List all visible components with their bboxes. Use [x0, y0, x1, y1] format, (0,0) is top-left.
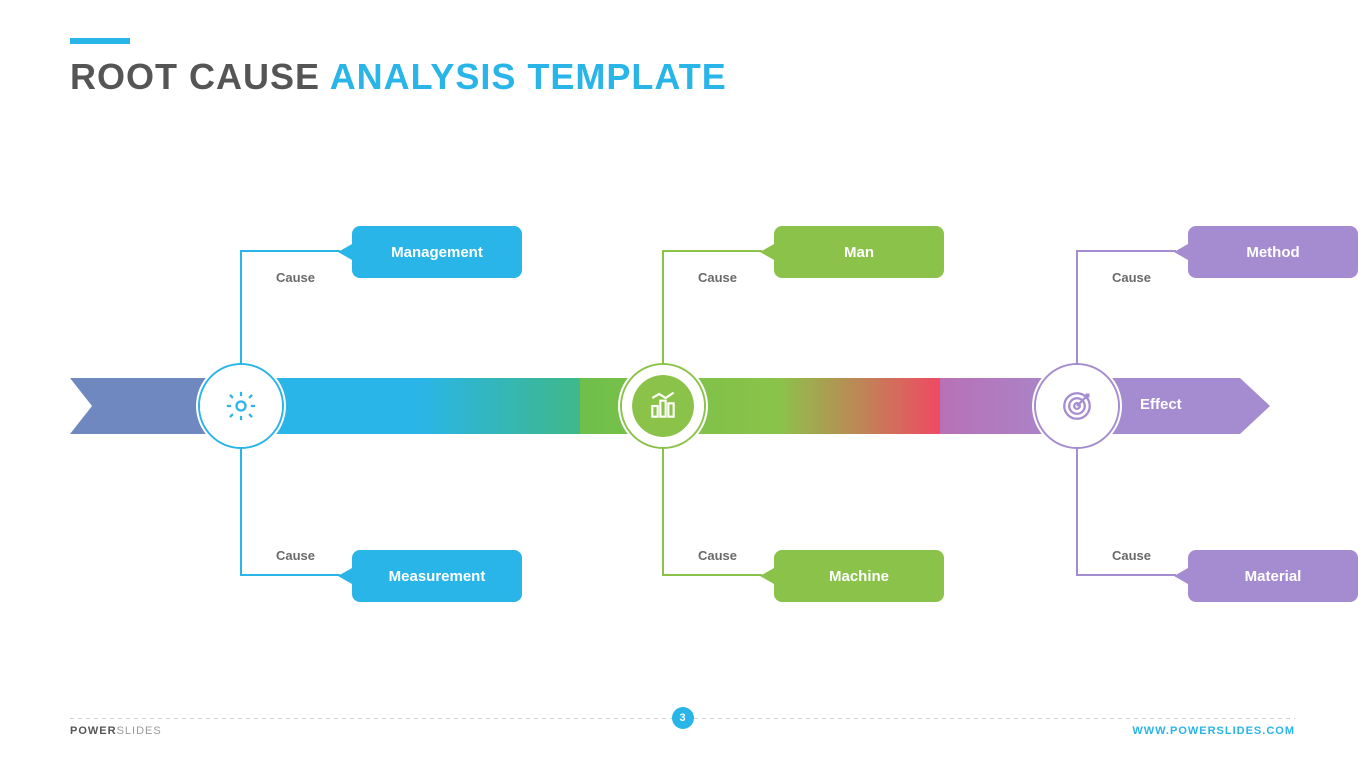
callout-management: Management	[352, 226, 522, 278]
branch-line	[662, 448, 664, 576]
branch-line	[240, 448, 242, 576]
branch-line	[240, 250, 242, 365]
spine-arrowhead	[1240, 378, 1270, 434]
cause-label: Cause	[1112, 270, 1151, 285]
branch-line	[662, 250, 664, 365]
callout-measurement: Measurement	[352, 550, 522, 602]
cause-label: Cause	[276, 548, 315, 563]
footer-brand: POWERSLIDES	[70, 725, 162, 737]
node-method	[1032, 361, 1122, 451]
callout-man: Man	[774, 226, 944, 278]
branch-line	[240, 250, 340, 252]
cause-label: Cause	[698, 548, 737, 563]
cause-label: Cause	[1112, 548, 1151, 563]
footer-url: WWW.POWERSLIDES.COM	[1132, 725, 1295, 737]
footer-brand-light: SLIDES	[117, 725, 162, 737]
title-part1: ROOT CAUSE	[70, 56, 330, 97]
node-management	[196, 361, 286, 451]
branch-line	[1076, 250, 1176, 252]
title-accent-bar	[70, 38, 130, 44]
callout-method: Method	[1188, 226, 1358, 278]
cause-label: Cause	[276, 270, 315, 285]
slide-title: ROOT CAUSE ANALYSIS TEMPLATE	[70, 56, 727, 98]
node-man	[618, 361, 708, 451]
branch-line	[240, 574, 340, 576]
branch-line	[662, 250, 762, 252]
node-ring	[200, 365, 282, 447]
callout-material: Material	[1188, 550, 1358, 602]
footer-brand-bold: POWER	[70, 725, 117, 737]
callout-machine: Machine	[774, 550, 944, 602]
branch-line	[1076, 574, 1176, 576]
branch-line	[662, 574, 762, 576]
title-part2: ANALYSIS TEMPLATE	[330, 56, 727, 97]
page-number-badge: 3	[672, 707, 694, 729]
node-ring	[1036, 365, 1118, 447]
effect-label: Effect	[1140, 396, 1182, 413]
branch-line	[1076, 250, 1078, 365]
node-ring	[622, 365, 704, 447]
branch-line	[1076, 448, 1078, 576]
cause-label: Cause	[698, 270, 737, 285]
